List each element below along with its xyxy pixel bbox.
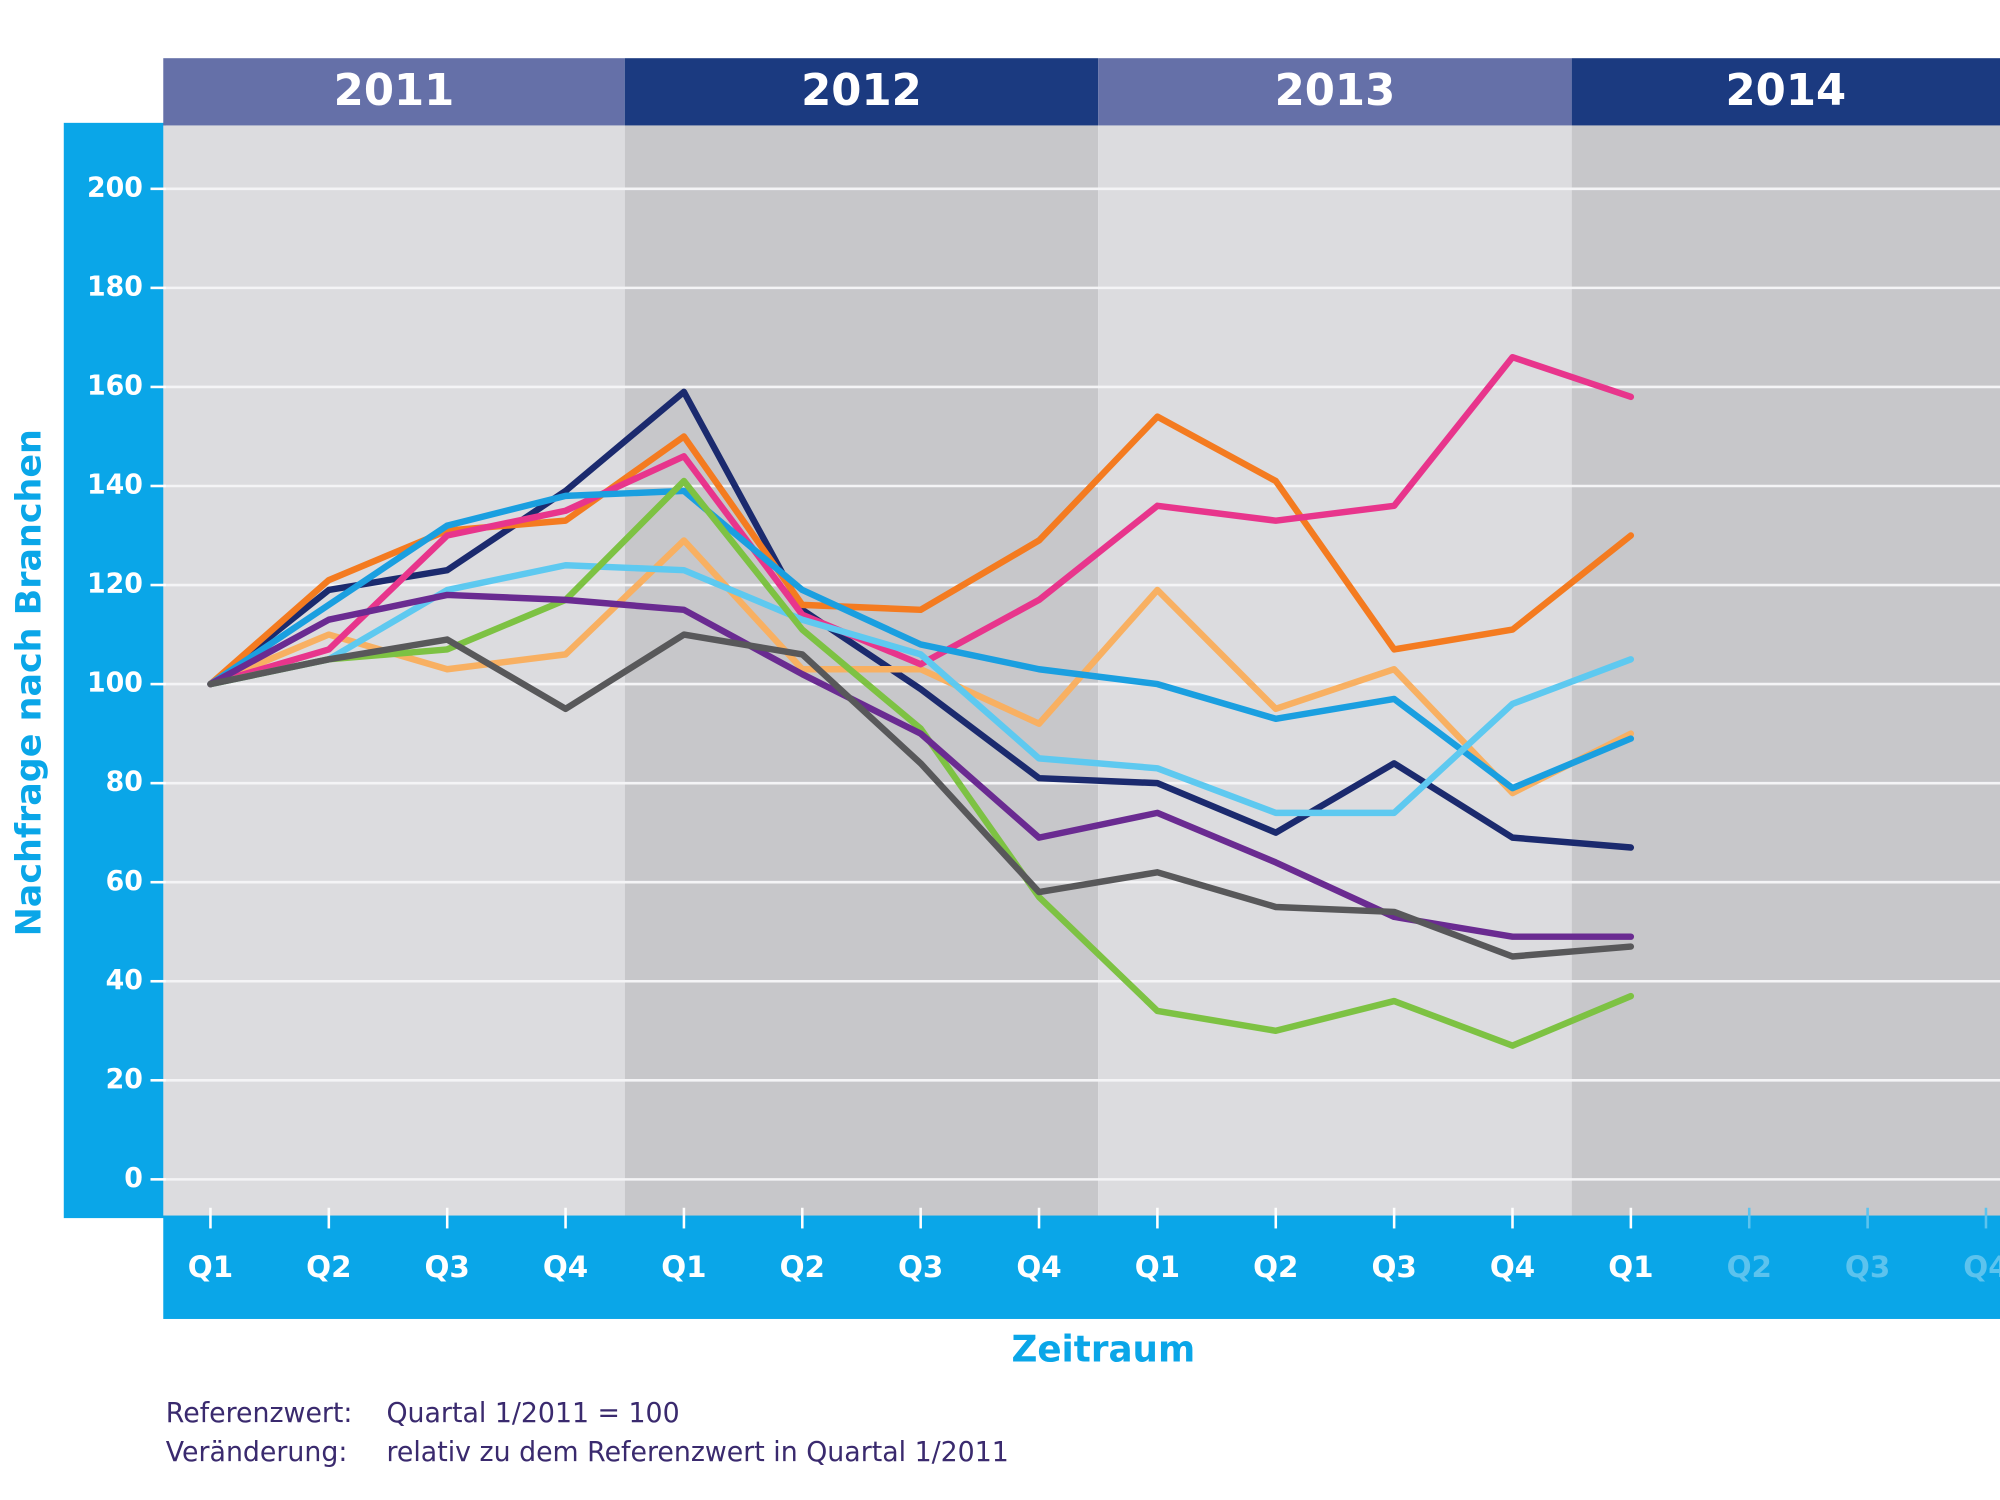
y-tick-label: 180 xyxy=(87,271,143,302)
series-line xyxy=(207,388,1635,851)
year-header xyxy=(163,58,625,126)
y-tick-label: 120 xyxy=(87,568,143,599)
y-tick-label: 20 xyxy=(106,1064,143,1095)
y-tick-label: 160 xyxy=(87,370,143,401)
note-label: Referenzwert: xyxy=(166,1398,353,1429)
series-line xyxy=(207,537,1635,797)
x-tick-label: Q1 xyxy=(1608,1250,1653,1284)
series-line xyxy=(207,561,1635,817)
x-tick-label: Q4 xyxy=(1490,1250,1535,1284)
x-tick-label: Q3 xyxy=(898,1250,943,1284)
year-header xyxy=(1098,58,1572,126)
y-tick-label: 80 xyxy=(106,767,143,798)
y-tick-label: 60 xyxy=(106,866,143,897)
year-band xyxy=(1571,125,2000,1216)
x-tick-label: Q2 xyxy=(1727,1250,1772,1284)
year-band xyxy=(1098,125,1572,1216)
x-tick-label: Q2 xyxy=(306,1250,351,1284)
series-line xyxy=(207,487,1635,792)
x-tick-label: Q1 xyxy=(661,1250,706,1284)
year-header xyxy=(624,58,1099,126)
year-label: 2011 xyxy=(334,65,455,116)
x-tick-label: Q1 xyxy=(188,1250,233,1284)
x-tick-label: Q2 xyxy=(780,1250,825,1284)
y-axis-label: Nachfrage nach Branchen xyxy=(10,429,50,936)
note-label: Veränderung: xyxy=(166,1437,348,1468)
x-tick-label: Q1 xyxy=(1135,1250,1180,1284)
y-tick-label: 140 xyxy=(87,469,143,500)
x-tick-label: Q3 xyxy=(1371,1250,1416,1284)
x-tick-label: Q3 xyxy=(425,1250,470,1284)
series-line xyxy=(207,413,1635,688)
y-tick-label: 100 xyxy=(87,667,143,698)
year-header xyxy=(1571,58,2000,126)
y-tick-label: 40 xyxy=(106,965,143,996)
series-line xyxy=(207,631,1635,960)
x-axis-label: Zeitraum xyxy=(1011,1329,1195,1370)
y-tick-label: 200 xyxy=(87,172,143,203)
x-tick-label: Q3 xyxy=(1845,1250,1890,1284)
series-line xyxy=(207,477,1635,1049)
x-tick-label: Q2 xyxy=(1253,1250,1298,1284)
note-text: relativ zu dem Referenzwert in Quartal 1… xyxy=(386,1437,1008,1468)
x-axis-strip xyxy=(163,1215,2000,1319)
note-text: Quartal 1/2011 = 100 xyxy=(386,1398,679,1429)
year-label: 2013 xyxy=(1275,65,1396,116)
year-label: 2012 xyxy=(801,65,922,116)
year-label: 2014 xyxy=(1726,65,1847,116)
y-axis-strip xyxy=(63,122,166,1219)
x-tick-label: Q4 xyxy=(543,1250,588,1284)
series-line xyxy=(207,353,1635,688)
x-tick-label: Q4 xyxy=(1016,1250,1061,1284)
series-line xyxy=(207,591,1635,940)
x-tick-label: Q4 xyxy=(1963,1250,2000,1284)
y-tick-label: 0 xyxy=(124,1163,143,1194)
